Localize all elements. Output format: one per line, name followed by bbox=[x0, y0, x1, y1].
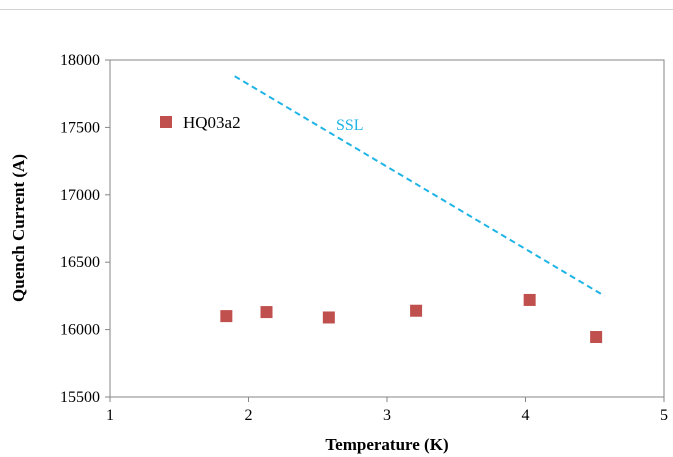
top-divider bbox=[0, 9, 673, 10]
data-point bbox=[410, 304, 423, 317]
y-tick-label: 17500 bbox=[60, 119, 100, 136]
y-tick-label: 16500 bbox=[60, 254, 100, 271]
y-tick-label: 16000 bbox=[60, 322, 100, 339]
data-point bbox=[523, 293, 536, 306]
legend-square-marker bbox=[160, 116, 172, 128]
y-tick-label: 17000 bbox=[60, 187, 100, 204]
y-tick-label: 15500 bbox=[60, 389, 100, 406]
x-tick-label: 2 bbox=[245, 407, 253, 424]
x-tick-label: 3 bbox=[383, 407, 391, 424]
x-tick-label: 5 bbox=[660, 407, 668, 424]
data-point bbox=[322, 311, 335, 324]
data-point bbox=[260, 306, 273, 319]
data-points bbox=[220, 293, 603, 344]
data-point bbox=[590, 331, 603, 344]
x-axis: 1 2 3 4 5 bbox=[106, 397, 668, 424]
x-tick-label: 1 bbox=[106, 407, 114, 424]
y-axis: 15500 16000 16500 17000 17500 18000 bbox=[60, 52, 110, 406]
x-tick-label: 4 bbox=[522, 407, 530, 424]
x-axis-title: Temperature (K) bbox=[325, 435, 448, 454]
ssl-line-label: SSL bbox=[336, 117, 364, 134]
data-point bbox=[220, 310, 233, 323]
y-axis-title: Quench Current (A) bbox=[9, 154, 28, 302]
y-tick-label: 18000 bbox=[60, 52, 100, 69]
legend-series-label: HQ03a2 bbox=[183, 113, 241, 132]
ssl-dashed-line bbox=[234, 75, 605, 297]
plot-area-frame bbox=[109, 59, 665, 398]
